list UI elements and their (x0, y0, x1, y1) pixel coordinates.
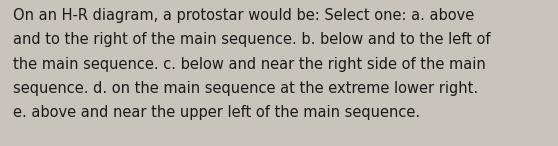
Text: On an H-R diagram, a protostar would be: Select one: a. above: On an H-R diagram, a protostar would be:… (13, 8, 474, 23)
Text: the main sequence. c. below and near the right side of the main: the main sequence. c. below and near the… (13, 57, 486, 72)
Text: sequence. d. on the main sequence at the extreme lower right.: sequence. d. on the main sequence at the… (13, 81, 478, 96)
Text: e. above and near the upper left of the main sequence.: e. above and near the upper left of the … (13, 105, 420, 120)
Text: and to the right of the main sequence. b. below and to the left of: and to the right of the main sequence. b… (13, 32, 490, 47)
